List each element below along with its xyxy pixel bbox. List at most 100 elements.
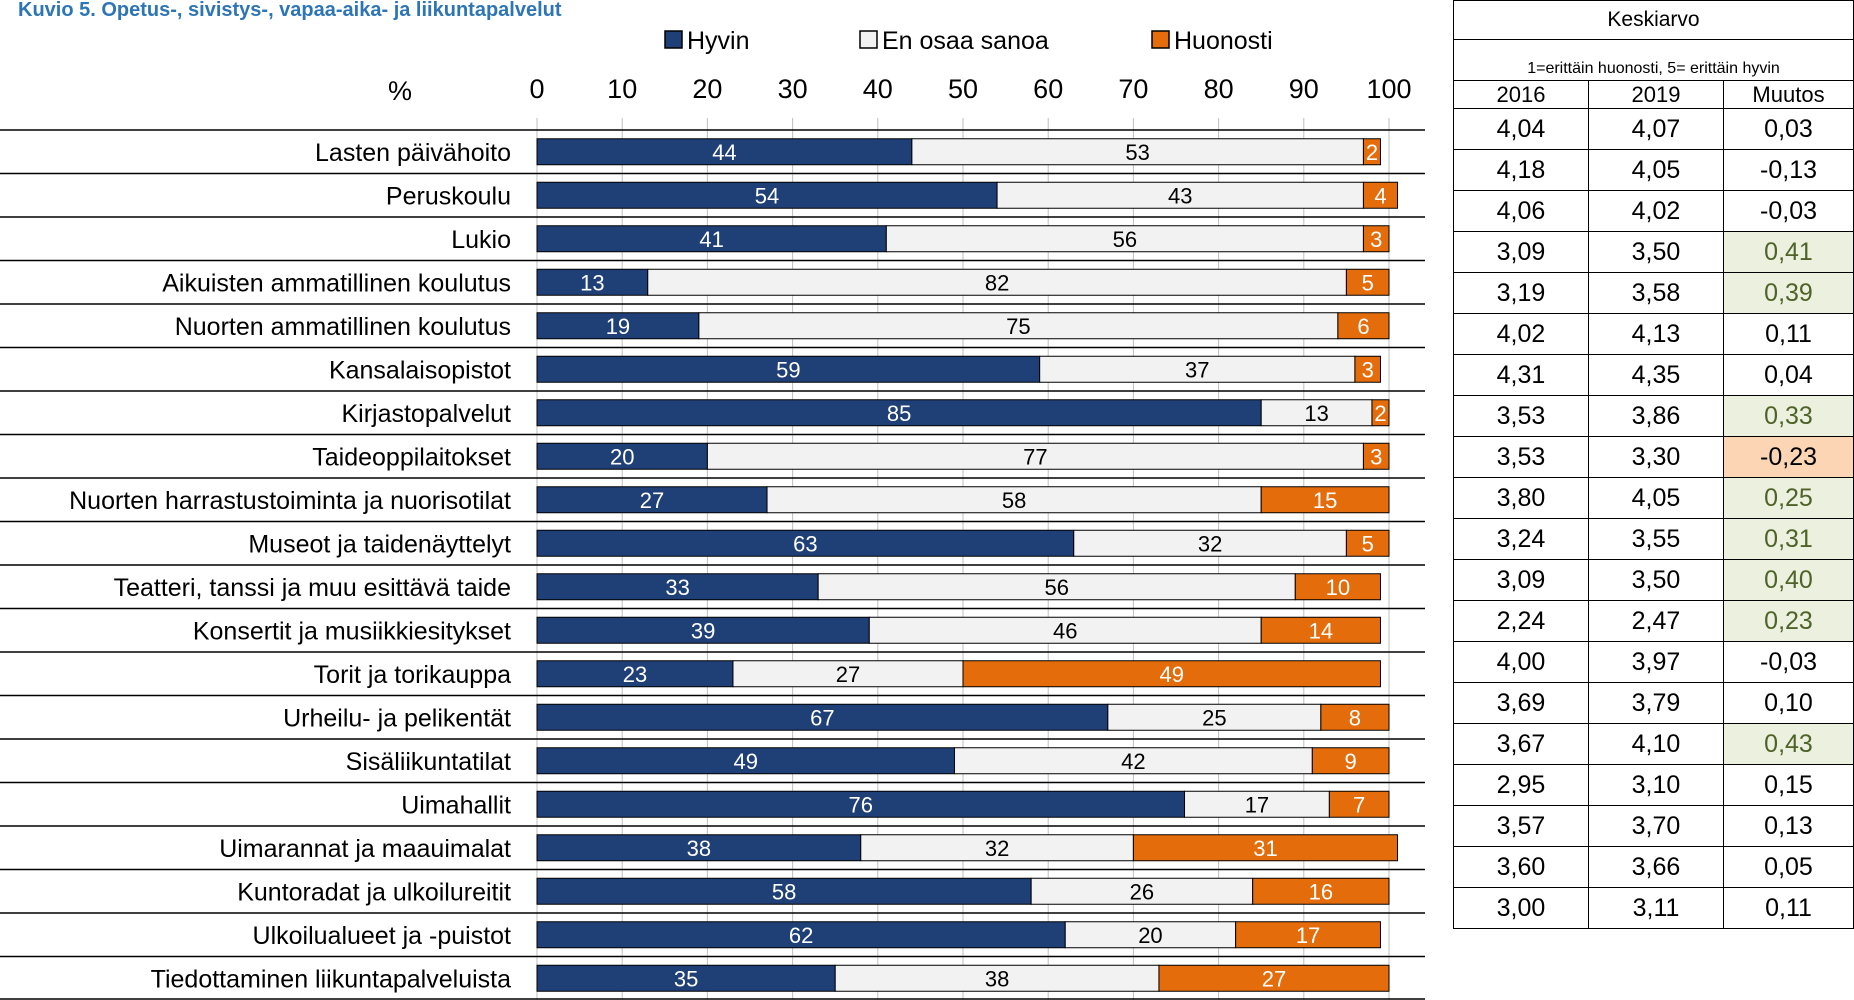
mean-2016-cell: 4,18 [1453, 149, 1589, 191]
mean-table-row: 4,04 4,07 0,03 [1453, 108, 1854, 150]
mean-col-change: Muutos [1722, 80, 1854, 109]
bar-segment [1235, 921, 1381, 949]
bar-segment [536, 225, 887, 253]
bar-segment [1328, 790, 1390, 818]
data-label: 10 [1326, 575, 1350, 600]
data-label: 76 [849, 792, 873, 817]
data-label: 3 [1362, 357, 1374, 382]
mean-2016-cell: 4,02 [1453, 313, 1589, 355]
mean-2019-cell: 3,55 [1588, 518, 1724, 560]
x-tick-label: 60 [1033, 74, 1063, 104]
mean-2016-cell: 3,53 [1453, 395, 1589, 437]
category-label: Torit ja torikauppa [314, 661, 511, 689]
mean-2019-cell: 4,05 [1588, 477, 1724, 519]
mean-change-cell: 0,39 [1722, 272, 1854, 314]
category-label: Uimarannat ja maauimalat [219, 835, 511, 863]
data-label: 53 [1125, 140, 1149, 165]
data-label: 14 [1309, 618, 1333, 643]
mean-change-cell: -0,03 [1722, 641, 1854, 683]
bar-segment [1362, 138, 1381, 166]
legend-label: Hyvin [687, 27, 750, 55]
data-label: 43 [1168, 183, 1192, 208]
mean-change-cell: 0,11 [1722, 887, 1854, 929]
mean-col-2016: 2016 [1453, 80, 1589, 109]
mean-2016-cell: 4,31 [1453, 354, 1589, 396]
mean-change-cell: 0,41 [1722, 231, 1854, 273]
bar-segment [1184, 790, 1330, 818]
data-label: 58 [1002, 488, 1026, 513]
bar-segment [1073, 529, 1347, 557]
x-tick-label: 90 [1289, 74, 1319, 104]
data-label: 15 [1313, 488, 1337, 513]
bar-segment [953, 747, 1313, 775]
mean-2016-cell: 3,67 [1453, 723, 1589, 765]
mean-2019-cell: 3,50 [1588, 231, 1724, 273]
bar-segment [1158, 964, 1390, 992]
mean-table-row: 3,00 3,11 0,11 [1453, 887, 1854, 929]
bar-segment [911, 138, 1364, 166]
chart-legend: Hyvin En osaa sanoa Huonosti [664, 27, 1273, 55]
bar-segment [1260, 486, 1390, 514]
mean-table-row: 3,09 3,50 0,40 [1453, 559, 1854, 601]
mean-change-cell: 0,13 [1722, 805, 1854, 847]
mean-table-row: 3,53 3,30 -0,23 [1453, 436, 1854, 478]
mean-table-scale-note: 1=erittäin huonosti, 5= erittäin hyvin [1452, 39, 1854, 81]
category-label: Lasten päivähoito [315, 139, 511, 167]
data-label: 56 [1113, 227, 1137, 252]
bar-segment [536, 834, 862, 862]
data-label: 7 [1353, 792, 1365, 817]
bar-segment [536, 921, 1066, 949]
bar-segment [1260, 399, 1373, 427]
data-label: 5 [1362, 531, 1374, 556]
mean-table-row: 3,67 4,10 0,43 [1453, 723, 1854, 765]
data-label: 9 [1345, 749, 1357, 774]
bar-segment [868, 616, 1262, 644]
bar-segment [536, 616, 870, 644]
category-label: Ulkoilualueet ja -puistot [253, 922, 512, 950]
mean-2019-cell: 3,11 [1588, 887, 1724, 929]
mean-2019-cell: 3,50 [1588, 559, 1724, 601]
category-label: Lukio [451, 226, 511, 254]
data-label: 16 [1309, 879, 1333, 904]
data-label: 59 [776, 357, 800, 382]
data-label: 2 [1374, 401, 1386, 426]
bar-segment [1337, 312, 1390, 340]
data-label: 35 [674, 966, 698, 991]
data-label: 85 [887, 401, 911, 426]
mean-change-cell: 0,33 [1722, 395, 1854, 437]
data-label: 31 [1253, 836, 1277, 861]
mean-table-row: 3,24 3,55 0,31 [1453, 518, 1854, 560]
mean-change-cell: 0,10 [1722, 682, 1854, 724]
category-labels: Lasten päivähoito Peruskoulu Lukio Aikuiste… [0, 129, 1425, 1000]
data-label: 17 [1296, 923, 1320, 948]
data-label: 2 [1366, 140, 1378, 165]
data-label: 6 [1357, 314, 1369, 339]
legend-label: Huonosti [1174, 27, 1273, 55]
mean-change-cell: 0,31 [1722, 518, 1854, 560]
bar-segment [536, 964, 836, 992]
data-label: 39 [691, 618, 715, 643]
mean-2016-cell: 3,00 [1453, 887, 1589, 929]
bar-segment [860, 834, 1134, 862]
mean-2016-cell: 3,09 [1453, 231, 1589, 273]
data-label: 27 [836, 662, 860, 687]
category-label: Teatteri, tanssi ja muu esittävä taide [114, 574, 511, 602]
data-label: 17 [1245, 792, 1269, 817]
mean-2016-cell: 3,69 [1453, 682, 1589, 724]
data-label: 38 [985, 966, 1009, 991]
mean-change-cell: 0,04 [1722, 354, 1854, 396]
data-label: 13 [1304, 401, 1328, 426]
x-tick-label: 0 [529, 74, 544, 104]
mean-2016-cell: 3,24 [1453, 518, 1589, 560]
legend-label: En osaa sanoa [882, 27, 1049, 55]
mean-table-row: 4,18 4,05 -0,13 [1453, 149, 1854, 191]
mean-table-row: 2,24 2,47 0,23 [1453, 600, 1854, 642]
data-label: 23 [623, 662, 647, 687]
chart-title: Kuvio 5. Opetus-, sivistys-, vapaa-aika-… [18, 0, 562, 21]
mean-2016-cell: 3,60 [1453, 846, 1589, 888]
mean-2019-cell: 3,97 [1588, 641, 1724, 683]
data-label: 26 [1130, 879, 1154, 904]
category-label: Taideoppilaitokset [312, 443, 511, 471]
mean-2016-cell: 2,95 [1453, 764, 1589, 806]
x-tick-label: 10 [607, 74, 637, 104]
